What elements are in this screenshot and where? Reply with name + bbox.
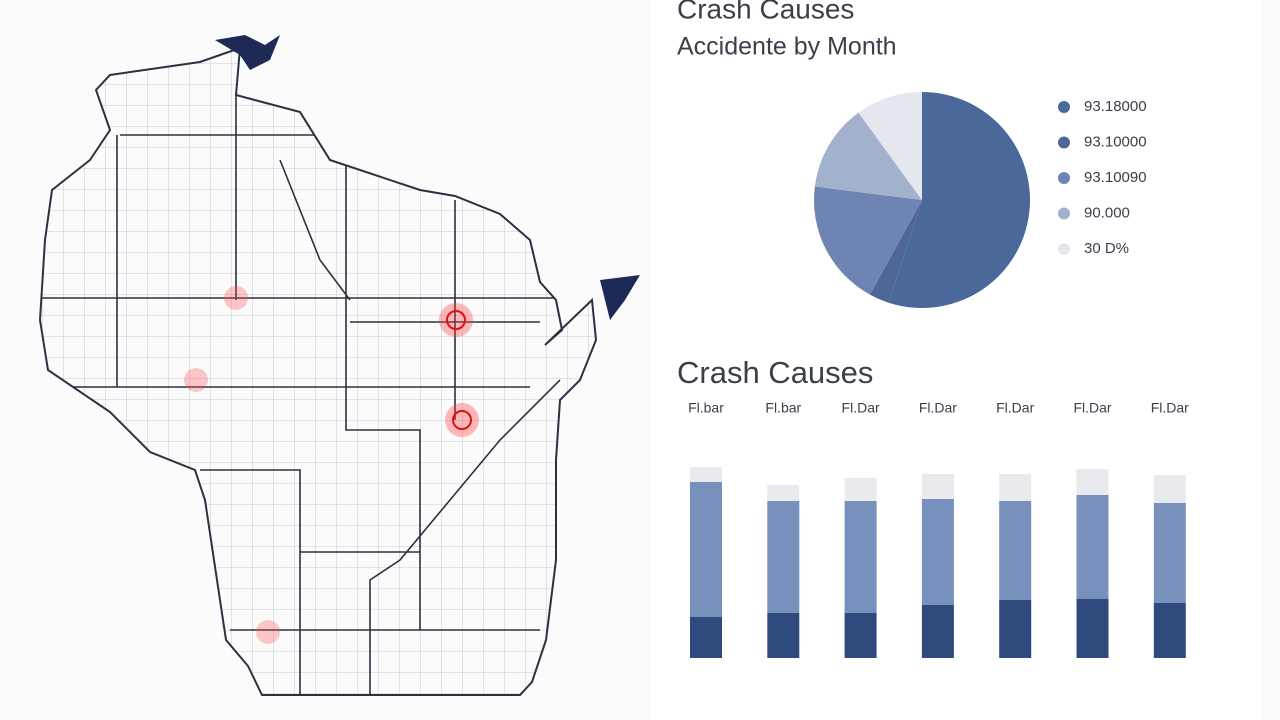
column-label: Fl.Dar (1073, 400, 1111, 416)
bar-segment (1076, 599, 1109, 658)
bar-segment (844, 501, 877, 613)
bar-segment (1076, 469, 1109, 495)
legend-label: 90.000 (1084, 204, 1130, 221)
pie-slice (869, 200, 922, 303)
bar-segment (921, 499, 954, 605)
column-label: Fl.Dar (919, 400, 957, 416)
bar-segment (690, 617, 722, 658)
legend-swatch (1058, 136, 1070, 149)
bar-segment (1153, 503, 1186, 603)
legend-label: 93.10000 (1084, 133, 1147, 150)
legend-label: 93.18000 (1084, 98, 1147, 115)
bar-segment (1076, 495, 1109, 599)
pie-slice (858, 92, 922, 200)
bar-segment (844, 478, 877, 501)
bar-segment (767, 485, 800, 501)
bar-segment (921, 605, 954, 658)
county-lines (40, 95, 561, 695)
hotspots (184, 286, 479, 644)
pie-slice (814, 112, 922, 200)
column-label: Fl.Dar (996, 400, 1034, 416)
column-label: Fl.Dar (1151, 400, 1189, 416)
column-label: Fl.Dar (842, 400, 880, 416)
legend-swatch (1058, 243, 1070, 255)
column-label: Fl.bar (765, 400, 801, 416)
legend-swatch (1058, 207, 1070, 220)
bar-segment (1153, 603, 1186, 658)
column-label: Fl.bar (688, 400, 724, 416)
pie-slice (888, 92, 1030, 309)
legend-swatch (1058, 172, 1070, 184)
bar-segment (767, 613, 800, 658)
pie-slice (814, 186, 922, 295)
bar-segment (999, 600, 1032, 658)
legend-label: 93.10090 (1084, 169, 1147, 186)
pie-title: Crash Causes (677, 0, 854, 24)
bar-segment (1153, 475, 1186, 503)
bar-segment (690, 467, 722, 482)
bar-segment (767, 501, 800, 613)
bar-segment (844, 613, 877, 658)
legend-label: 30 D% (1084, 240, 1129, 257)
pie-subtitle: Accidente by Month (677, 33, 897, 61)
legend-swatch (1058, 101, 1070, 113)
bar-segment (690, 482, 722, 617)
islands (215, 35, 640, 320)
bar-segment (999, 501, 1032, 600)
bar-segment (999, 474, 1032, 501)
bar-title: Crash Causes (677, 355, 873, 390)
bar-segment (921, 474, 954, 499)
